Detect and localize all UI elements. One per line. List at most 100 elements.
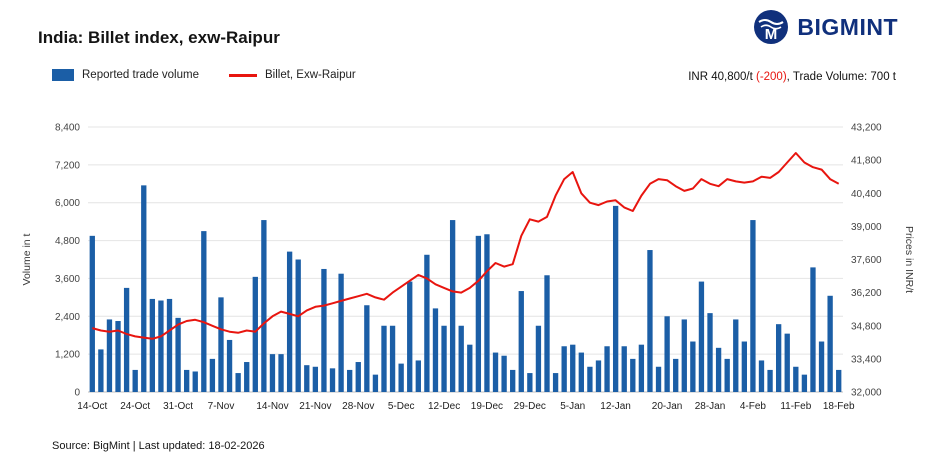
volume-bar <box>192 371 198 392</box>
chart-area: 0 1,200 2,400 3,600 4,800 6,000 7,200 8,400 32,0… <box>0 100 932 420</box>
volume-bar <box>166 298 173 392</box>
x-axis-label: 18-Feb <box>823 401 855 412</box>
volume-bar <box>441 325 447 392</box>
volume-bar <box>209 358 216 393</box>
volume-bar <box>338 273 344 392</box>
volume-bar <box>312 366 319 392</box>
right-axis-tick: 40,400 <box>851 189 882 200</box>
volume-bar <box>655 366 662 392</box>
volume-bar <box>758 360 765 392</box>
volume-bar <box>681 319 687 392</box>
x-axis-label: 24-Oct <box>120 401 150 412</box>
x-axis-label: 5-Dec <box>388 401 415 412</box>
x-axis-label: 14-Oct <box>77 401 107 412</box>
brand-name: BIGMINT <box>797 13 898 40</box>
volume-bar <box>381 325 387 392</box>
volume-bar <box>329 368 336 392</box>
price-line-swatch-icon <box>228 73 257 77</box>
volume-bar-swatch-icon <box>52 69 74 81</box>
volume-bar <box>432 308 439 392</box>
volume-bar <box>364 305 370 392</box>
volume-bar <box>484 234 490 392</box>
volume-bar <box>638 344 645 392</box>
volume-bar <box>389 325 396 392</box>
x-axis-label: 14-Nov <box>256 401 288 412</box>
volume-bar <box>321 268 327 392</box>
left-axis-tick: 3,600 <box>55 274 80 285</box>
volume-bar <box>244 362 250 392</box>
volume-bar <box>767 369 773 392</box>
x-axis-label: 19-Dec <box>471 401 503 412</box>
volume-bar <box>604 346 610 392</box>
volume-bar <box>261 220 267 392</box>
x-axis-label: 7-Nov <box>208 401 235 412</box>
volume-bar <box>184 369 190 392</box>
volume-bar <box>750 220 756 392</box>
volume-bar <box>269 354 276 392</box>
volume-bar <box>552 373 559 392</box>
x-axis-label: 12-Jan <box>600 401 631 412</box>
x-axis-label: 29-Dec <box>514 401 546 412</box>
volume-bar <box>304 365 310 392</box>
x-axis-label: 21-Nov <box>299 401 331 412</box>
volume-bar <box>218 297 224 392</box>
volume-bar <box>630 358 636 393</box>
volume-bar <box>715 347 722 392</box>
volume-bar <box>458 325 464 392</box>
volume-bar <box>647 250 653 392</box>
volume-bar <box>201 231 207 392</box>
volume-bar <box>544 275 550 392</box>
source-note: Source: BigMint | Last updated: 18-02-20… <box>52 440 265 452</box>
volume-bar <box>355 362 361 392</box>
volume-bar <box>372 374 379 392</box>
svg-text:M: M <box>765 26 778 43</box>
left-axis-tick: 8,400 <box>55 123 80 134</box>
x-axis-label: 12-Dec <box>428 401 460 412</box>
volume-bar <box>818 341 825 392</box>
volume-bar <box>106 319 113 392</box>
volume-bar <box>175 317 181 392</box>
volume-bar <box>115 321 121 392</box>
volume-bar <box>226 339 233 392</box>
volume-bar <box>810 267 816 392</box>
volume-bar <box>149 298 156 392</box>
volume-bar <box>587 366 593 392</box>
legend-item-price[interactable]: Billet, Exw-Raipur <box>228 69 356 81</box>
right-axis-tick: 43,200 <box>851 123 882 134</box>
volume-bar <box>621 346 627 392</box>
left-axis-tick: 7,200 <box>55 160 80 171</box>
left-axis-tick: 0 <box>74 388 80 399</box>
right-axis-tick: 37,600 <box>851 255 882 266</box>
right-axis-title: Prices in INR/t <box>903 226 915 293</box>
left-axis-tick: 6,000 <box>55 198 80 209</box>
volume-bar <box>535 325 542 392</box>
volume-bar <box>235 373 241 392</box>
volume-bar <box>98 349 104 392</box>
price-line <box>92 152 840 340</box>
x-axis-label: 11-Feb <box>780 401 811 412</box>
legend-label-price: Billet, Exw-Raipur <box>264 69 356 81</box>
volume-bar <box>295 259 301 392</box>
left-axis-title: Volume in t <box>21 233 33 285</box>
volume-bar <box>424 254 430 392</box>
volume-bar <box>527 373 533 392</box>
left-axis-tick: 2,400 <box>55 312 80 323</box>
volume-bar <box>733 319 739 392</box>
x-axis-label: 20-Jan <box>652 401 683 412</box>
combo-chart: 0 1,200 2,400 3,600 4,800 6,000 7,200 8,400 32,0… <box>21 123 915 413</box>
volume-bar <box>492 352 499 392</box>
volume-bar <box>286 251 293 392</box>
volume-bar <box>158 300 164 392</box>
left-axis-tick: 1,200 <box>55 350 80 361</box>
volume-bar <box>561 346 567 392</box>
volume-bar <box>827 295 833 392</box>
volume-bar <box>698 281 705 392</box>
legend-item-volume[interactable]: Reported trade volume <box>52 69 199 81</box>
volume-bar <box>89 235 95 392</box>
volume-bar <box>475 235 482 392</box>
volume-bar <box>741 341 747 392</box>
right-axis-tick: 39,000 <box>851 222 882 233</box>
legend-label-volume: Reported trade volume <box>82 69 199 81</box>
bigmint-logo-icon: M <box>754 10 789 44</box>
summary-suffix: , Trade Volume: 700 t <box>786 71 896 83</box>
